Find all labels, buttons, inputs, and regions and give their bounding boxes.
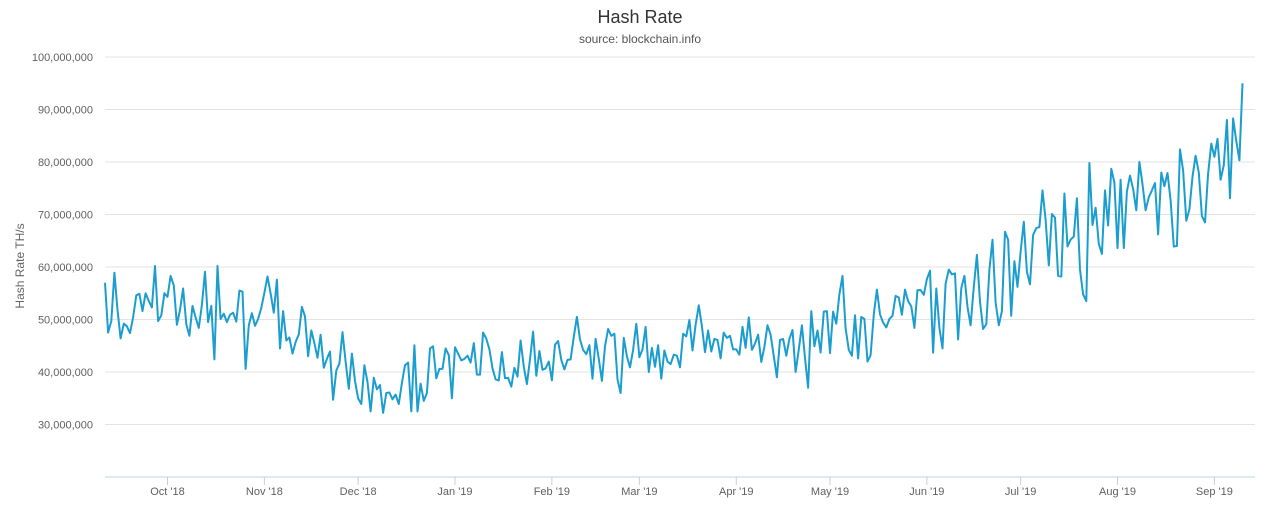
- y-axis-ticks: 30,000,000 40,000,000 50,000,000 60,000,000…: [32, 52, 93, 432]
- x-tick-label: Mar '19: [621, 486, 657, 498]
- x-tick-label: May '19: [811, 486, 849, 498]
- y-tick-label: 30,000,000: [38, 420, 93, 432]
- x-tick-label: Oct '18: [150, 486, 185, 498]
- series-group: [104, 83, 1244, 414]
- y-tick-label: 40,000,000: [38, 367, 93, 379]
- hash-rate-line: [104, 83, 1244, 414]
- x-tick-label: Aug '19: [1099, 486, 1136, 498]
- x-tick-label: Dec '18: [340, 486, 377, 498]
- x-tick-label: Nov '18: [246, 486, 283, 498]
- chart-subtitle: source: blockchain.info: [578, 32, 702, 46]
- x-tick-label: Jul '19: [1005, 486, 1036, 498]
- x-tick-label: Sep '19: [1196, 486, 1233, 498]
- y-tick-label: 80,000,000: [38, 157, 93, 169]
- chart-title: Hash Rate: [597, 7, 683, 27]
- x-tick-label: Jan '19: [437, 486, 472, 498]
- x-tick-label: Apr '19: [719, 486, 754, 498]
- x-tick-label: Feb '19: [534, 486, 570, 498]
- y-tick-label: 60,000,000: [38, 262, 93, 274]
- y-tick-label: 90,000,000: [38, 105, 93, 117]
- y-tick-label: 50,000,000: [38, 315, 93, 327]
- gridlines: [105, 56, 1255, 425]
- y-axis-label: Hash Rate TH/s: [13, 223, 27, 308]
- x-axis-ticks: Oct '18 Nov '18 Dec '18 Jan '19 Feb '19 Mar '…: [150, 477, 1233, 498]
- x-tick-label: Jun '19: [909, 486, 944, 498]
- y-tick-label: 70,000,000: [38, 210, 93, 222]
- y-tick-label: 100,000,000: [32, 52, 93, 64]
